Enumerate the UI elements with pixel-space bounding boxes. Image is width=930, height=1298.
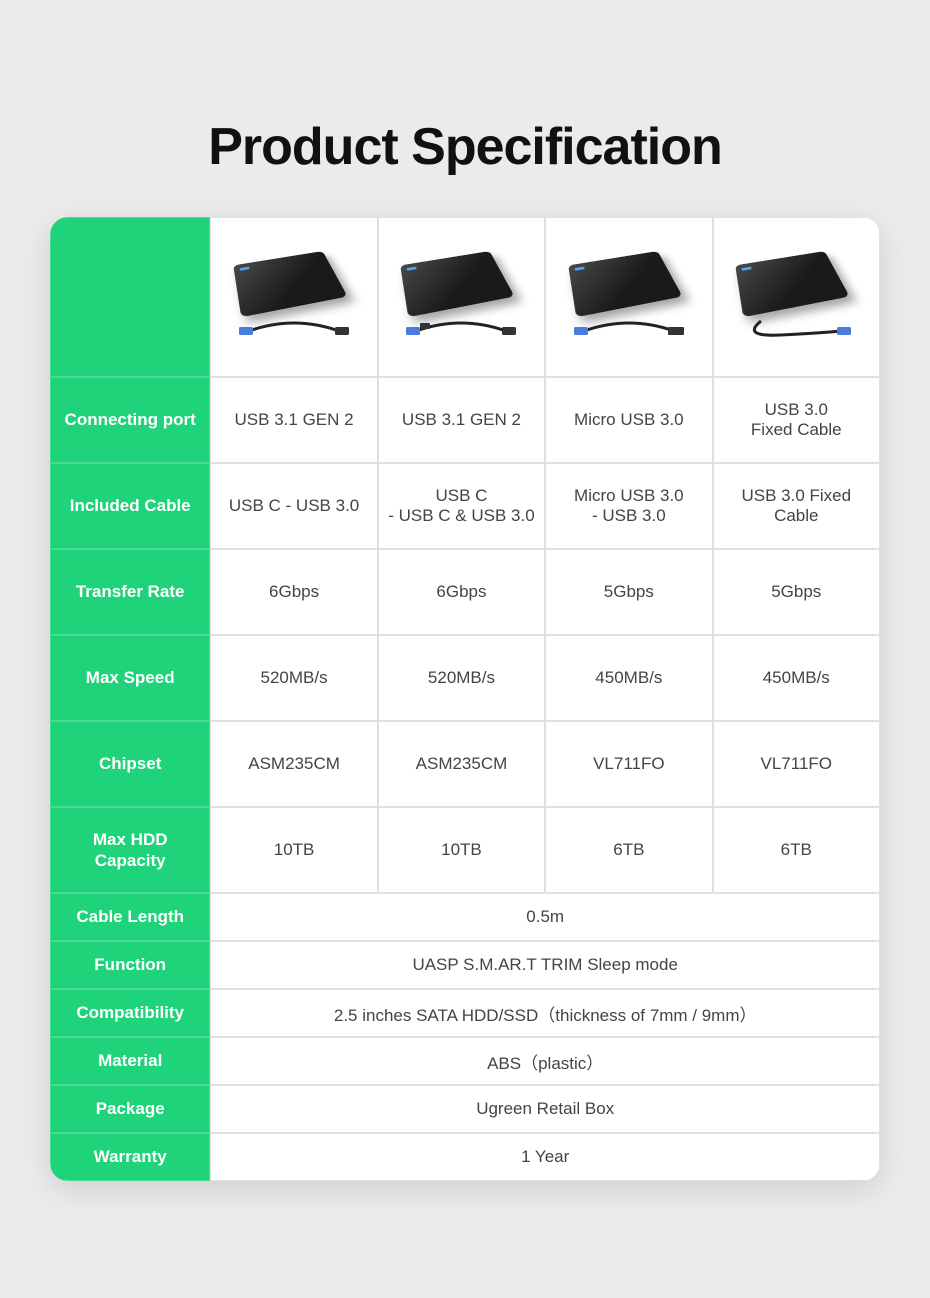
row-label: Warranty [50,1133,210,1181]
product-image-3 [545,217,712,377]
cell: 5Gbps [713,549,880,635]
enclosure-icon [735,251,849,317]
spec-table: Connecting port USB 3.1 GEN 2 USB 3.1 GE… [50,217,880,1181]
row-label: Connecting port [50,377,210,463]
cell: ABS（plastic） [210,1037,880,1085]
cell: UASP S.M.AR.T TRIM Sleep mode [210,941,880,989]
cell: 6Gbps [378,549,545,635]
row-label: Material [50,1037,210,1085]
cell: 10TB [378,807,545,893]
row-transfer-rate: Transfer Rate 6Gbps 6Gbps 5Gbps 5Gbps [50,549,880,635]
enclosure-icon [401,251,515,317]
row-label: Compatibility [50,989,210,1037]
cell: 10TB [210,807,377,893]
cell: 5Gbps [545,549,712,635]
cell: USB 3.0Fixed Cable [713,377,880,463]
cell: 0.5m [210,893,880,941]
cell: 520MB/s [210,635,377,721]
page-title: Product Specification [50,117,880,177]
cell: 1 Year [210,1133,880,1181]
cell: USB C - USB 3.0 [210,463,377,549]
cell: USB 3.0 FixedCable [713,463,880,549]
row-label: Cable Length [50,893,210,941]
cell: 6TB [713,807,880,893]
row-package: Package Ugreen Retail Box [50,1085,880,1133]
cell: USB C- USB C & USB 3.0 [378,463,545,549]
cell: USB 3.1 GEN 2 [210,377,377,463]
cable-icon [406,317,516,345]
cell: 2.5 inches SATA HDD/SSD（thickness of 7mm… [210,989,880,1037]
cable-icon [741,317,851,345]
row-label: Package [50,1085,210,1133]
cell: VL711FO [545,721,712,807]
row-included-cable: Included Cable USB C - USB 3.0 USB C- US… [50,463,880,549]
cell: VL711FO [713,721,880,807]
row-compatibility: Compatibility 2.5 inches SATA HDD/SSD（th… [50,989,880,1037]
cell: 520MB/s [378,635,545,721]
product-image-4 [713,217,880,377]
cable-icon [239,317,349,345]
cell: 6TB [545,807,712,893]
row-connecting-port: Connecting port USB 3.1 GEN 2 USB 3.1 GE… [50,377,880,463]
cell: Ugreen Retail Box [210,1085,880,1133]
cable-icon [574,317,684,345]
row-cable-length: Cable Length 0.5m [50,893,880,941]
row-max-hdd: Max HDDCapacity 10TB 10TB 6TB 6TB [50,807,880,893]
row-label: Max Speed [50,635,210,721]
cell: ASM235CM [210,721,377,807]
cell: Micro USB 3.0- USB 3.0 [545,463,712,549]
enclosure-icon [568,251,682,317]
cell: 6Gbps [210,549,377,635]
cell: ASM235CM [378,721,545,807]
cell: USB 3.1 GEN 2 [378,377,545,463]
row-label: Chipset [50,721,210,807]
cell: Micro USB 3.0 [545,377,712,463]
enclosure-icon [233,251,347,317]
row-label: Function [50,941,210,989]
row-material: Material ABS（plastic） [50,1037,880,1085]
spec-page: Product Specification [50,117,880,1181]
product-image-1 [210,217,377,377]
row-label: Max HDDCapacity [50,807,210,893]
row-label: Included Cable [50,463,210,549]
cell: 450MB/s [545,635,712,721]
product-image-2 [378,217,545,377]
row-label: Transfer Rate [50,549,210,635]
cell: 450MB/s [713,635,880,721]
product-image-row [50,217,880,377]
row-chipset: Chipset ASM235CM ASM235CM VL711FO VL711F… [50,721,880,807]
row-function: Function UASP S.M.AR.T TRIM Sleep mode [50,941,880,989]
header-spacer [50,217,210,377]
row-max-speed: Max Speed 520MB/s 520MB/s 450MB/s 450MB/… [50,635,880,721]
row-warranty: Warranty 1 Year [50,1133,880,1181]
